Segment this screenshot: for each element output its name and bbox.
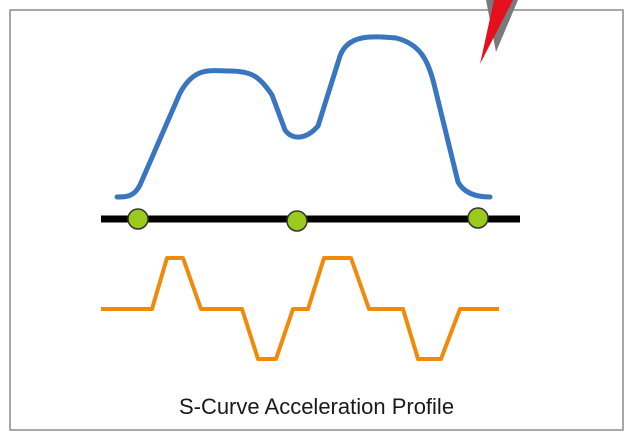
- red-pointer-icon: [480, 0, 518, 64]
- red-pointer-face: [480, 0, 513, 64]
- diagram-caption: S-Curve Acceleration Profile: [178, 394, 455, 419]
- axis-marker-middle: [286, 210, 308, 232]
- axis-marker-start: [127, 208, 149, 230]
- acceleration-curve: [101, 256, 499, 361]
- velocity-curve: [114, 34, 493, 200]
- axis-marker-end: [467, 207, 489, 229]
